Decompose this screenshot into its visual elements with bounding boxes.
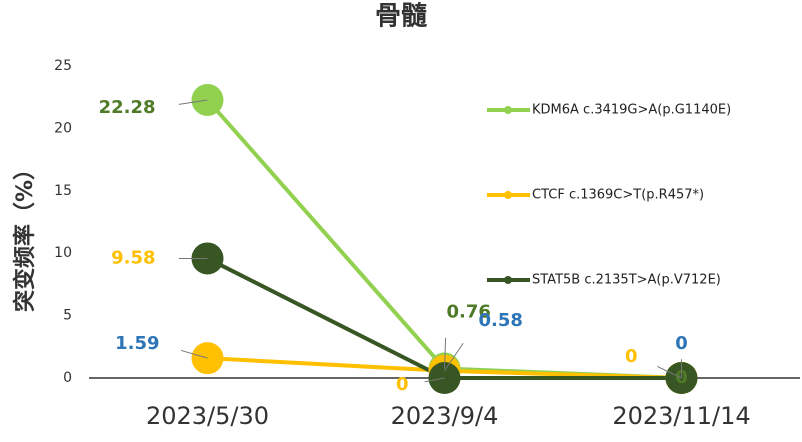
series-line <box>206 98 682 380</box>
leader-line <box>178 99 208 105</box>
leader-line <box>180 349 208 359</box>
data-label: 22.28 <box>99 97 156 118</box>
legend-marker <box>504 191 512 199</box>
y-tick-label: 0 <box>63 370 72 386</box>
leader-line <box>444 342 464 372</box>
legend-marker <box>504 106 512 114</box>
legend-label: STAT5B c.2135T>A(p.V712E) <box>532 273 721 288</box>
data-label: 9.58 <box>111 247 155 268</box>
legend-label: KDM6A c.3419G>A(p.G1140E) <box>532 103 731 118</box>
data-label: 0.58 <box>479 310 523 331</box>
x-tick-label: 2023/11/14 <box>612 402 750 430</box>
y-tick-label: 10 <box>54 245 72 261</box>
leader-line <box>444 337 447 369</box>
data-label: 1.59 <box>115 333 159 354</box>
legend-label: CTCF c.1369C>T(p.R457*) <box>532 188 704 203</box>
y-tick-label: 25 <box>54 58 72 74</box>
y-tick-label: 5 <box>63 308 72 324</box>
leader-line <box>657 365 682 379</box>
data-label: 0 <box>675 333 688 354</box>
y-tick-label: 15 <box>54 183 72 199</box>
leader-line <box>424 377 445 383</box>
y-tick-label: 20 <box>54 120 72 136</box>
data-label: 0.76 <box>447 302 491 323</box>
x-tick-label: 2023/5/30 <box>146 402 269 430</box>
data-label: 0 <box>396 374 409 395</box>
x-tick-label: 2023/9/4 <box>391 402 499 430</box>
y-axis-label: 突变频率（%） <box>12 158 38 312</box>
chart-title: 骨髓 <box>375 2 428 32</box>
legend-marker <box>504 276 512 284</box>
data-label: 0 <box>625 346 638 367</box>
